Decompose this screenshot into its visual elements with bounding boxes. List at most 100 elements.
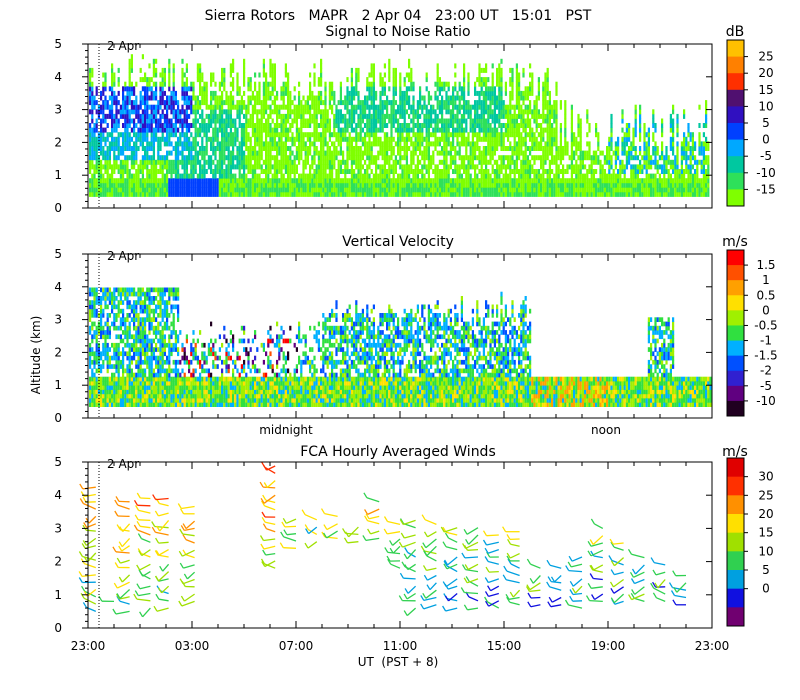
snr-cell bbox=[271, 173, 274, 179]
snr-cell bbox=[150, 178, 153, 184]
snr-cell bbox=[531, 72, 534, 78]
snr-cell bbox=[95, 150, 98, 156]
snr-cell bbox=[267, 141, 270, 147]
snr-cell bbox=[408, 191, 411, 197]
snr-cell bbox=[507, 146, 510, 151]
snr-cell bbox=[130, 81, 133, 87]
snr-cell bbox=[229, 173, 232, 179]
snr-cell bbox=[515, 141, 518, 147]
snr-cell bbox=[148, 81, 151, 87]
snr-cell bbox=[185, 141, 188, 147]
snr-cell bbox=[610, 173, 613, 179]
snr-cell bbox=[487, 173, 490, 179]
snr-cell bbox=[320, 141, 323, 147]
snr-cell bbox=[214, 164, 217, 170]
snr-cell bbox=[205, 95, 208, 101]
snr-cell bbox=[650, 164, 653, 170]
snr-cell bbox=[339, 169, 342, 174]
snr-cell bbox=[548, 141, 551, 147]
snr-cell bbox=[350, 127, 353, 133]
snr-cell bbox=[454, 155, 457, 161]
snr-cell bbox=[381, 182, 384, 188]
snr-cell bbox=[449, 100, 452, 106]
snr-cell bbox=[91, 146, 94, 151]
snr-cell bbox=[520, 109, 523, 115]
snr-cell bbox=[522, 164, 525, 170]
snr-cell bbox=[282, 100, 285, 106]
snr-cell bbox=[309, 109, 312, 115]
snr-cell bbox=[537, 191, 540, 197]
snr-cell bbox=[518, 132, 521, 138]
snr-cell bbox=[133, 90, 136, 96]
snr-cell bbox=[309, 173, 312, 179]
snr-cell bbox=[254, 104, 257, 110]
snr-cell bbox=[531, 136, 534, 142]
snr-cell bbox=[152, 164, 155, 170]
snr-cell bbox=[658, 164, 661, 170]
snr-cell bbox=[559, 150, 562, 156]
snr-cell bbox=[467, 86, 470, 92]
snr-cell bbox=[225, 123, 228, 128]
snr-cell bbox=[273, 169, 276, 174]
snr-cell bbox=[201, 141, 204, 147]
snr-cell bbox=[410, 141, 413, 147]
snr-cell bbox=[337, 123, 340, 128]
snr-cell bbox=[135, 150, 138, 156]
snr-cell bbox=[537, 173, 540, 179]
snr-cell bbox=[496, 178, 499, 184]
snr-cell bbox=[150, 123, 153, 128]
snr-cell bbox=[526, 118, 529, 124]
snr-cell bbox=[218, 146, 221, 151]
snr-cell bbox=[524, 86, 527, 92]
snr-cell bbox=[491, 118, 494, 124]
snr-cell bbox=[95, 164, 98, 170]
snr-cell bbox=[337, 182, 340, 188]
snr-cell bbox=[205, 127, 208, 133]
snr-cell bbox=[452, 169, 455, 174]
snr-cell bbox=[192, 178, 195, 184]
snr-cell bbox=[390, 182, 393, 188]
snr-cell bbox=[524, 90, 527, 96]
snr-cell bbox=[619, 164, 622, 170]
snr-cell bbox=[97, 178, 100, 184]
snr-cell bbox=[434, 132, 437, 138]
snr-cell bbox=[227, 182, 230, 188]
snr-cell bbox=[531, 132, 534, 138]
snr-cell bbox=[251, 109, 254, 115]
snr-cell bbox=[284, 141, 287, 147]
snr-cell bbox=[135, 169, 138, 174]
snr-cell bbox=[427, 123, 430, 128]
snr-cell bbox=[284, 118, 287, 124]
snr-cell bbox=[394, 113, 397, 119]
snr-cell bbox=[328, 155, 331, 161]
snr-cell bbox=[174, 182, 177, 188]
snr-cell bbox=[460, 136, 463, 142]
snr-cell bbox=[394, 159, 397, 165]
snr-cell bbox=[188, 127, 191, 133]
snr-cell bbox=[240, 123, 243, 128]
snr-cell bbox=[300, 178, 303, 184]
snr-cell bbox=[130, 150, 133, 156]
snr-cell bbox=[212, 113, 215, 119]
snr-cell bbox=[487, 150, 490, 156]
snr-cell bbox=[265, 132, 268, 138]
snr-cell bbox=[166, 136, 169, 142]
snr-cell bbox=[331, 95, 334, 101]
snr-cell bbox=[379, 173, 382, 179]
snr-cell bbox=[89, 95, 92, 101]
snr-cell bbox=[315, 127, 318, 133]
snr-cell bbox=[300, 173, 303, 179]
snr-cell bbox=[225, 118, 228, 124]
snr-cell bbox=[247, 164, 250, 170]
snr-cell bbox=[205, 159, 208, 165]
snr-cell bbox=[403, 150, 406, 156]
snr-cell bbox=[529, 123, 532, 128]
snr-cell bbox=[344, 178, 347, 184]
snr-cell bbox=[405, 100, 408, 106]
snr-cell bbox=[320, 178, 323, 184]
snr-cell bbox=[573, 141, 576, 147]
snr-cell bbox=[520, 146, 523, 151]
snr-cell bbox=[388, 58, 391, 64]
snr-cell bbox=[199, 187, 202, 193]
snr-cell bbox=[95, 146, 98, 151]
